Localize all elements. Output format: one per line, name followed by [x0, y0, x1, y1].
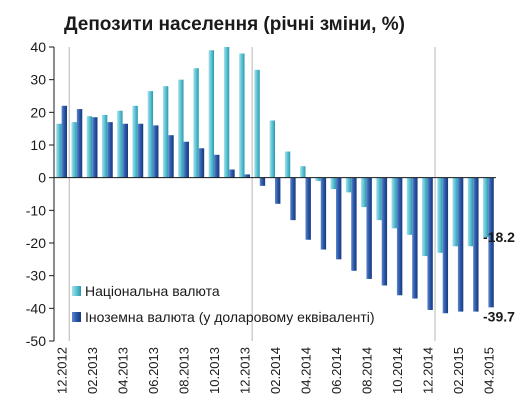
x-tick-label: 02.2015	[451, 347, 466, 394]
x-tick-label: 06.2013	[146, 347, 161, 394]
axes	[49, 46, 496, 342]
bar-national-04.2014	[300, 166, 306, 178]
y-tick-label: -50	[26, 333, 46, 349]
x-tick-label: 02.2013	[85, 347, 100, 394]
x-tick-label: 08.2013	[177, 347, 192, 394]
y-tick-label: -40	[26, 300, 46, 316]
bar-foreign-10.2014	[396, 177, 403, 296]
x-tick-label: 10.2013	[207, 347, 222, 394]
bar-national-06.2013	[147, 91, 154, 178]
bar-national-06.2014	[330, 177, 336, 190]
bar-national-02.2015	[452, 177, 458, 247]
y-tick-label: 0	[38, 170, 46, 186]
y-tick-label: 20	[30, 104, 46, 120]
bar-national-12.2014	[422, 177, 428, 257]
x-tick-label: 12.2013	[238, 347, 253, 394]
x-tick-label: 12.2014	[420, 347, 435, 394]
bar-foreign-01.2015	[442, 177, 449, 314]
bar-foreign-03.2013	[107, 122, 113, 178]
bar-national-12.2012	[56, 123, 62, 178]
x-tick-label: 12.2012	[55, 347, 70, 394]
legend-swatch-foreign	[72, 312, 81, 322]
bar-foreign-05.2014	[320, 177, 327, 250]
bar-foreign-08.2013	[183, 141, 189, 178]
x-tick-label: 08.2014	[359, 347, 374, 394]
bar-foreign-11.2013	[229, 169, 235, 178]
bar-foreign-12.2014	[427, 177, 433, 310]
bar-foreign-09.2013	[198, 148, 205, 178]
y-tick-label: 30	[30, 72, 46, 88]
bar-national-11.2014	[406, 177, 413, 235]
bar-national-08.2013	[178, 79, 184, 178]
bar-national-04.2015	[482, 177, 489, 238]
y-tick-label: -20	[26, 235, 46, 251]
bar-foreign-10.2013	[214, 154, 220, 178]
bar-national-03.2013	[101, 114, 108, 178]
bar-national-11.2013	[223, 47, 230, 178]
bar-national-02.2014	[269, 120, 275, 178]
y-tick-label: -30	[26, 268, 46, 284]
bar-national-12.2013	[239, 53, 245, 178]
x-tick-label: 02.2014	[268, 347, 283, 394]
bar-foreign-06.2014	[335, 177, 342, 260]
bar-foreign-04.2015	[488, 177, 494, 308]
data-annotations: -18.2 -39.7	[483, 229, 515, 324]
bar-national-01.2014	[254, 69, 260, 178]
bar-foreign-09.2014	[381, 177, 388, 286]
bar-national-10.2013	[208, 50, 215, 178]
bar-national-05.2013	[132, 105, 138, 178]
bar-national-01.2013	[71, 122, 77, 178]
bar-foreign-12.2013	[244, 174, 250, 178]
bar-foreign-02.2013	[92, 117, 98, 178]
period-separators	[68, 47, 436, 341]
legend-label-foreign: Іноземна валюта (у доларовому еквівалент…	[85, 309, 375, 325]
bar-national-10.2014	[391, 177, 397, 229]
bar-foreign-12.2012	[61, 105, 68, 178]
bar-foreign-04.2013	[122, 123, 128, 178]
data-label: -39.7	[483, 308, 515, 324]
bar-national-07.2014	[345, 177, 352, 193]
bar-foreign-08.2014	[366, 177, 372, 279]
x-tick-label: 06.2014	[329, 347, 344, 394]
x-tick-label: 04.2013	[116, 347, 131, 394]
y-tick-label: 10	[30, 137, 46, 153]
bar-national-04.2013	[117, 110, 123, 178]
legend-label-national: Національна валюта	[85, 283, 220, 299]
bar-national-03.2014	[284, 151, 291, 178]
data-label: -18.2	[483, 229, 515, 245]
bar-foreign-02.2015	[457, 177, 464, 312]
legend: Національна валюта Іноземна валюта (у дол…	[72, 283, 375, 325]
bar-foreign-02.2014	[275, 177, 281, 204]
x-tick-label: 10.2014	[390, 347, 405, 394]
y-tick-label: -10	[26, 202, 46, 218]
bar-national-07.2013	[162, 86, 169, 178]
bar-national-09.2013	[193, 68, 199, 178]
x-tick-labels: 12.2012 02.2013 04.2013 06.2013 08.2013 10.20…	[55, 347, 497, 394]
bar-national-05.2014	[315, 177, 321, 181]
bars	[56, 47, 494, 314]
bar-foreign-01.2014	[259, 177, 266, 186]
y-tick-label: 40	[30, 39, 46, 55]
bar-foreign-07.2013	[168, 135, 174, 178]
bar-national-03.2015	[467, 177, 474, 247]
bar-foreign-03.2014	[290, 177, 296, 221]
bar-national-01.2015	[437, 177, 443, 253]
bar-foreign-01.2013	[76, 109, 83, 178]
bar-foreign-06.2013	[153, 125, 159, 178]
bar-foreign-07.2014	[351, 177, 357, 271]
x-tick-label: 04.2014	[299, 347, 314, 394]
bar-foreign-04.2014	[305, 177, 311, 240]
bar-foreign-11.2014	[412, 177, 418, 299]
bar-national-08.2014	[361, 177, 367, 208]
y-tick-labels: -50 -40 -30 -20 -10 0 10 20 30 40	[26, 39, 46, 349]
bar-foreign-03.2015	[473, 177, 479, 312]
chart-title: Депозити населення (річні зміни, %)	[64, 14, 405, 35]
legend-swatch-national	[72, 286, 81, 296]
bar-national-09.2014	[376, 177, 382, 221]
x-tick-label: 04.2015	[481, 347, 496, 394]
bar-national-02.2013	[86, 116, 93, 178]
bar-foreign-05.2013	[137, 123, 144, 178]
